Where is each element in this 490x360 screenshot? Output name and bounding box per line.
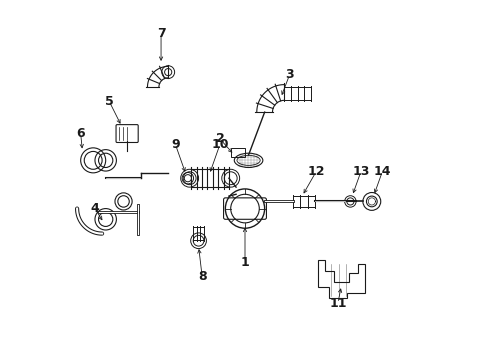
- Text: 9: 9: [171, 138, 180, 151]
- Text: 1: 1: [241, 256, 249, 269]
- Text: 12: 12: [308, 165, 325, 177]
- Text: 6: 6: [76, 127, 85, 140]
- Text: 2: 2: [216, 132, 224, 145]
- Text: 3: 3: [285, 68, 294, 81]
- Text: 13: 13: [352, 165, 370, 177]
- Text: 11: 11: [329, 297, 346, 310]
- Bar: [231, 148, 245, 157]
- Text: 8: 8: [198, 270, 206, 283]
- Text: 5: 5: [105, 95, 114, 108]
- Text: 14: 14: [374, 165, 392, 177]
- Text: 7: 7: [157, 27, 166, 40]
- Text: 10: 10: [211, 138, 229, 151]
- Text: 4: 4: [91, 202, 99, 215]
